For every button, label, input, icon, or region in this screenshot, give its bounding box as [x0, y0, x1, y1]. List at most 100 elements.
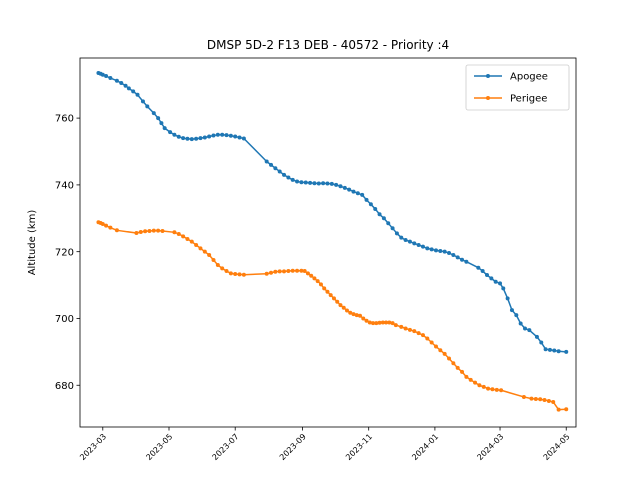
data-point-apogee: [338, 184, 343, 189]
data-point-perigee: [156, 228, 161, 233]
data-point-apogee: [342, 185, 347, 190]
data-point-perigee: [138, 229, 143, 234]
data-point-apogee: [364, 197, 369, 202]
data-point-perigee: [237, 272, 242, 277]
data-point-perigee: [556, 407, 561, 412]
data-point-apogee: [505, 296, 510, 301]
y-tick-label: 680: [55, 381, 74, 392]
data-point-apogee: [394, 231, 399, 236]
data-point-perigee: [181, 234, 186, 239]
data-point-perigee: [104, 223, 109, 228]
data-point-apogee: [455, 255, 460, 260]
data-point-perigee: [290, 268, 295, 273]
legend-marker: [486, 74, 490, 78]
y-tick-label: 760: [55, 114, 74, 125]
data-point-apogee: [228, 133, 233, 138]
data-point-perigee: [551, 399, 556, 404]
data-point-apogee: [303, 180, 308, 185]
data-point-perigee: [264, 271, 269, 276]
data-point-perigee: [322, 286, 327, 291]
data-point-apogee: [429, 247, 434, 252]
data-point-apogee: [108, 76, 113, 81]
data-point-perigee: [447, 356, 452, 361]
data-point-apogee: [131, 89, 136, 94]
data-point-perigee: [198, 246, 203, 251]
data-point-apogee: [168, 130, 173, 135]
data-point-apogee: [273, 166, 278, 171]
data-point-perigee: [309, 273, 314, 278]
data-point-perigee: [220, 266, 225, 271]
data-point-apogee: [162, 126, 167, 131]
data-point-perigee: [344, 308, 349, 313]
data-point-apogee: [181, 136, 186, 141]
data-point-apogee: [325, 181, 330, 186]
data-point-perigee: [224, 269, 229, 274]
chart-title: DMSP 5D-2 F13 DEB - 40572 - Priority :4: [207, 38, 449, 52]
data-point-apogee: [489, 276, 494, 281]
data-point-perigee: [473, 380, 478, 385]
data-point-apogee: [527, 328, 532, 333]
data-point-apogee: [509, 308, 514, 313]
data-point-apogee: [334, 182, 339, 187]
data-point-perigee: [295, 268, 300, 273]
data-point-apogee: [416, 243, 421, 247]
legend-marker: [486, 96, 490, 100]
data-point-perigee: [302, 269, 307, 274]
data-point-perigee: [172, 230, 177, 235]
data-point-perigee: [425, 336, 430, 341]
data-point-perigee: [442, 351, 447, 356]
data-point-apogee: [381, 216, 386, 221]
legend-label: Apogee: [510, 72, 548, 83]
data-point-perigee: [477, 383, 482, 388]
data-point-perigee: [384, 320, 389, 325]
data-point-perigee: [335, 299, 340, 304]
data-point-perigee: [331, 296, 336, 301]
data-point-apogee: [316, 181, 321, 186]
data-point-perigee: [490, 387, 495, 392]
data-point-perigee: [108, 225, 113, 230]
data-point-perigee: [499, 388, 504, 393]
data-point-apogee: [386, 221, 391, 226]
data-point-perigee: [358, 313, 363, 318]
data-point-apogee: [295, 179, 300, 184]
data-point-perigee: [348, 310, 353, 315]
data-point-apogee: [420, 244, 425, 249]
data-point-perigee: [341, 305, 346, 310]
data-point-perigee: [100, 221, 105, 226]
y-tick-label: 700: [55, 314, 74, 325]
data-point-apogee: [211, 133, 216, 138]
data-point-apogee: [476, 265, 481, 270]
data-point-apogee: [159, 121, 164, 126]
data-point-apogee: [534, 334, 539, 339]
data-point-perigee: [393, 323, 398, 328]
data-point-perigee: [273, 269, 278, 274]
data-point-perigee: [185, 236, 190, 241]
data-point-apogee: [286, 175, 291, 180]
data-point-apogee: [176, 134, 181, 139]
data-point-perigee: [412, 329, 417, 334]
data-point-perigee: [455, 365, 460, 370]
legend-label: Perigee: [510, 94, 547, 105]
data-point-perigee: [377, 320, 382, 325]
data-point-perigee: [269, 270, 274, 275]
data-point-perigee: [399, 324, 404, 329]
data-point-apogee: [241, 136, 246, 141]
data-point-apogee: [198, 136, 203, 141]
y-axis: 680 700 720 740 760: [55, 114, 80, 392]
data-point-apogee: [220, 132, 225, 137]
data-point-perigee: [403, 326, 408, 331]
data-point-apogee: [282, 172, 287, 177]
data-point-apogee: [438, 249, 443, 254]
data-point-apogee: [224, 133, 229, 138]
data-point-apogee: [202, 135, 207, 140]
data-point-apogee: [447, 251, 452, 256]
data-point-perigee: [420, 333, 425, 338]
data-point-perigee: [315, 279, 320, 284]
data-point-apogee: [480, 269, 485, 274]
data-point-apogee: [233, 134, 238, 139]
data-point-perigee: [277, 269, 282, 274]
data-point-apogee: [237, 135, 242, 140]
data-point-apogee: [543, 347, 548, 352]
data-point-apogee: [442, 249, 447, 254]
